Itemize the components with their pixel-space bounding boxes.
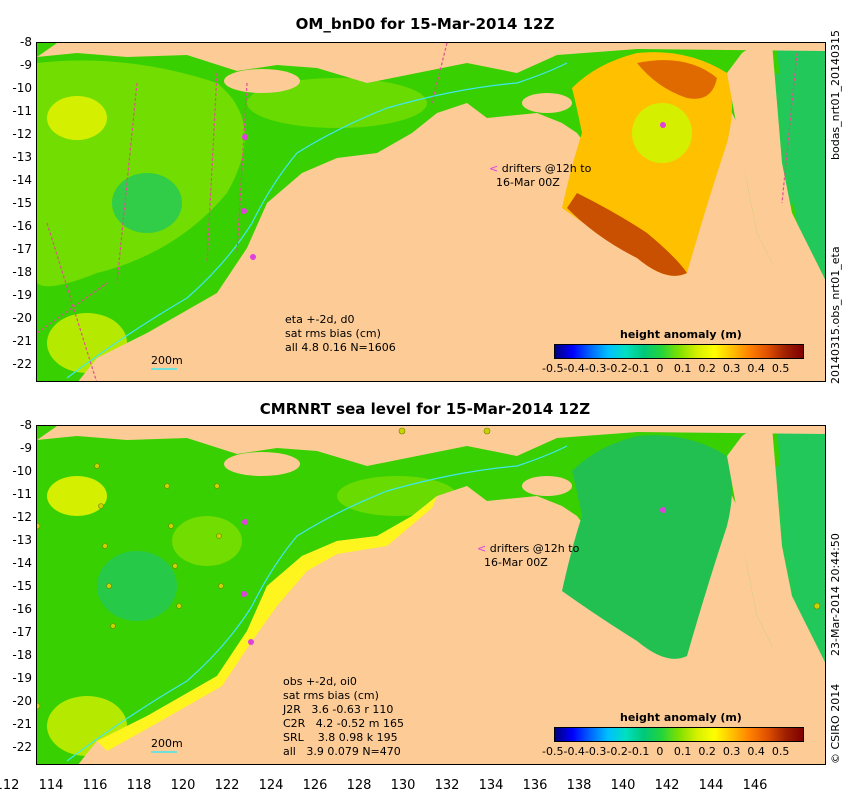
cape-york — [727, 43, 825, 379]
drifter-legend: < drifters @12h to 16-Mar 00Z — [489, 162, 592, 189]
island-tanimbar — [522, 476, 572, 496]
observation-tracks — [37, 427, 821, 710]
top-side-label-b: 20140315.obs_nrt01_eta — [829, 246, 842, 384]
top-map-panel: < drifters @12h to 16-Mar 00Z eta +-2d, … — [36, 42, 826, 382]
colorbar — [554, 344, 804, 359]
gulf-carpentaria — [562, 435, 732, 659]
coral-sea — [777, 43, 825, 279]
stats-box: obs +-2d, oi0 sat rms bias (cm) J2R 3.6 … — [283, 675, 404, 758]
anomaly-patch — [97, 551, 177, 621]
drifter-markers — [241, 122, 666, 260]
bottom-map-title: CMRNRT sea level for 15-Mar-2014 12Z — [259, 400, 591, 418]
coastal-yellow-band — [97, 496, 437, 751]
colorbar — [554, 727, 804, 742]
anomaly-patch — [47, 96, 107, 140]
gulf-warm-core — [637, 60, 717, 99]
isobath-200m — [66, 445, 568, 762]
island — [37, 43, 825, 83]
gulf-warm-core — [567, 193, 687, 276]
satellite-tracks — [37, 43, 798, 381]
cape-york — [727, 426, 825, 762]
bottom-map-panel: < drifters @12h to 16-Mar 00Z obs +-2d, … — [36, 425, 826, 765]
anomaly-patch — [47, 476, 107, 516]
island — [37, 426, 825, 466]
bottom-side-label-a: 23-Mar-2014 20:44:50 — [829, 533, 842, 656]
scale-label: 200m — [151, 354, 183, 367]
anomaly-patch — [247, 78, 427, 128]
island-tanimbar — [522, 93, 572, 113]
colorbar-labels: -0.5-0.4-0.3-0.2-0.1 0 0.1 0.2 0.3 0.4 0… — [542, 745, 790, 758]
anomaly-patch — [112, 173, 182, 233]
drifter-legend: < drifters @12h to 16-Mar 00Z — [477, 542, 580, 569]
bottom-map-svg — [37, 426, 825, 764]
anomaly-patch — [172, 516, 242, 566]
coral-sea — [777, 426, 825, 662]
isobath-200m — [66, 62, 568, 379]
stats-box: eta +-2d, d0 sat rms bias (cm) all 4.8 0… — [285, 313, 396, 354]
top-map-svg — [37, 43, 825, 381]
drifter-markers — [241, 507, 666, 645]
bottom-side-label-b: © CSIRO 2014 — [829, 683, 842, 764]
island-timor — [224, 452, 300, 476]
top-side-label-a: bodas_nrt01_20140315 — [829, 30, 842, 160]
gulf-cool-core — [632, 103, 692, 163]
top-map-title: OM_bnD0 for 15-Mar-2014 12Z — [295, 15, 555, 33]
scale-label: 200m — [151, 737, 183, 750]
colorbar-labels: -0.5-0.4-0.3-0.2-0.1 0 0.1 0.2 0.3 0.4 0… — [542, 362, 790, 375]
colorbar-title: height anomaly (m) — [620, 711, 742, 724]
colorbar-title: height anomaly (m) — [620, 328, 742, 341]
island-timor — [224, 69, 300, 93]
